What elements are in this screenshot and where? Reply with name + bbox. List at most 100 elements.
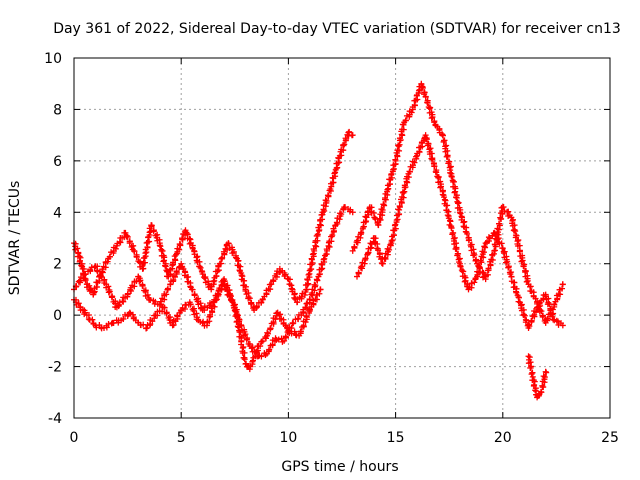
data-point: [199, 271, 206, 277]
data-marker: [532, 295, 539, 302]
data-marker: [498, 215, 505, 222]
data-marker: [77, 257, 84, 264]
data-marker: [308, 256, 315, 263]
data-marker: [219, 254, 226, 261]
data-marker: [197, 300, 204, 307]
data-point: [491, 229, 498, 236]
data-marker: [527, 359, 534, 366]
data-marker: [448, 172, 455, 179]
data-marker: [471, 279, 478, 286]
data-marker: [318, 211, 325, 218]
data-point: [345, 129, 352, 136]
data-marker: [402, 117, 409, 124]
data-marker: [171, 273, 178, 280]
data-marker: [480, 249, 487, 256]
data-marker: [381, 254, 388, 261]
data-marker: [404, 179, 411, 186]
data-marker: [264, 329, 271, 336]
data-marker: [258, 338, 265, 345]
data-point: [122, 229, 129, 236]
data-marker: [295, 316, 302, 323]
data-marker: [189, 244, 196, 251]
data-marker: [447, 163, 454, 170]
data-marker: [323, 198, 330, 205]
data-marker: [494, 236, 501, 243]
data-marker: [248, 345, 255, 352]
y-tick-label: 2: [53, 257, 62, 273]
data-marker: [162, 263, 169, 270]
data-marker: [91, 264, 98, 271]
data-marker: [189, 286, 196, 293]
data-marker: [316, 290, 323, 297]
data-marker: [429, 114, 436, 121]
data-marker: [379, 260, 386, 267]
data-marker: [221, 278, 228, 285]
data-marker: [218, 255, 225, 262]
data-marker: [322, 197, 329, 204]
data-marker: [481, 243, 488, 250]
data-marker: [399, 132, 406, 139]
data-marker: [144, 291, 151, 298]
x-tick-label: 25: [601, 430, 619, 446]
data-marker: [335, 155, 342, 162]
data-point: [143, 325, 150, 331]
data-marker: [380, 201, 387, 208]
data-marker: [169, 262, 176, 269]
data-marker: [193, 310, 200, 317]
data-marker: [248, 301, 255, 308]
data-points: [71, 80, 566, 401]
data-marker: [246, 295, 253, 302]
data-marker: [448, 225, 455, 232]
data-marker: [115, 303, 122, 310]
data-marker: [139, 282, 146, 289]
data-marker: [186, 235, 193, 242]
data-marker: [210, 278, 217, 285]
data-marker: [388, 171, 395, 178]
data-marker: [394, 153, 401, 160]
data-marker: [422, 93, 429, 100]
data-marker: [326, 243, 333, 250]
plot-frame: [73, 57, 611, 419]
data-marker: [87, 268, 94, 275]
data-marker: [491, 247, 498, 254]
data-marker: [375, 221, 382, 228]
data-marker: [162, 262, 169, 269]
data-marker: [312, 282, 319, 289]
data-marker: [108, 294, 115, 301]
data-point: [349, 132, 356, 139]
data-marker: [341, 141, 348, 148]
data-marker: [301, 291, 308, 298]
data-marker: [249, 358, 256, 365]
data-marker: [454, 252, 461, 259]
data-marker: [504, 258, 511, 265]
data-marker: [520, 263, 527, 270]
data-marker: [215, 263, 222, 270]
data-marker: [230, 248, 237, 255]
data-marker: [398, 199, 405, 206]
data-marker: [313, 243, 320, 250]
data-marker: [342, 135, 349, 142]
data-marker: [496, 220, 503, 227]
y-tick-label: 6: [53, 154, 62, 170]
data-marker: [126, 240, 133, 247]
data-marker: [559, 285, 566, 292]
data-marker: [527, 364, 534, 371]
data-marker: [377, 216, 384, 223]
data-marker: [187, 283, 194, 290]
data-marker: [284, 324, 291, 331]
data-marker: [457, 262, 464, 269]
data-marker: [267, 325, 274, 332]
data-marker: [437, 184, 444, 191]
data-marker: [531, 381, 538, 388]
data-marker: [205, 278, 212, 285]
data-marker: [176, 246, 183, 253]
data-marker: [456, 255, 463, 262]
data-marker: [173, 269, 180, 276]
data-marker: [521, 312, 528, 319]
data-marker: [106, 253, 113, 260]
data-marker: [444, 153, 451, 160]
data-marker: [464, 230, 471, 237]
data-marker: [518, 258, 525, 265]
data-marker: [452, 188, 459, 195]
data-marker: [411, 159, 418, 166]
